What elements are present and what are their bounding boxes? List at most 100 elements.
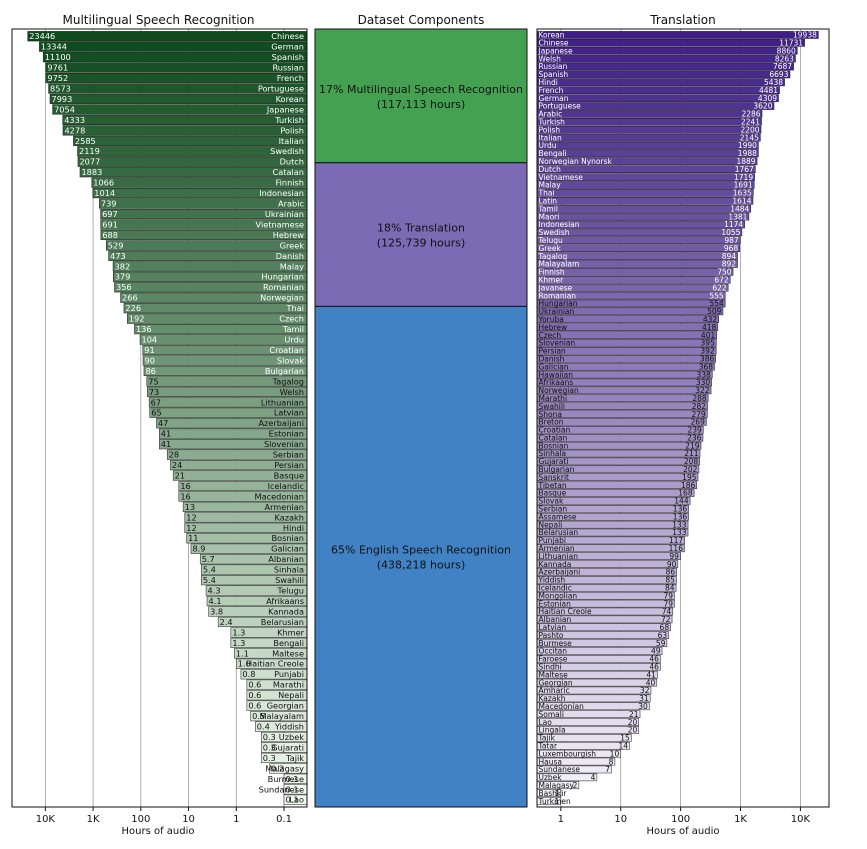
asr-value-label: 473 bbox=[110, 251, 126, 261]
translation-value-label: 136 bbox=[673, 512, 688, 521]
asr-value-label: 688 bbox=[102, 230, 118, 240]
translation-category-label: Ukrainian bbox=[539, 307, 575, 316]
translation-tick-label: 100 bbox=[671, 814, 690, 825]
translation-category-label: Faroese bbox=[539, 655, 568, 664]
asr-value-label: 65 bbox=[151, 408, 161, 418]
translation-bar bbox=[536, 204, 752, 213]
translation-category-label: Telugu bbox=[538, 236, 564, 245]
asr-category-label: Macedonian bbox=[255, 491, 305, 501]
translation-value-label: 6693 bbox=[769, 70, 788, 79]
asr-value-label: 41 bbox=[161, 439, 171, 449]
asr-value-label: 4278 bbox=[64, 125, 85, 135]
translation-value-label: 288 bbox=[692, 394, 707, 403]
asr-panel-title: Multilingual Speech Recognition bbox=[62, 13, 254, 27]
translation-value-label: 84 bbox=[665, 584, 675, 593]
component-hours: (438,218 hours) bbox=[377, 559, 466, 572]
translation-category-label: Malayalam bbox=[539, 260, 580, 269]
asr-category-label: Turkish bbox=[274, 115, 304, 125]
translation-value-label: 90 bbox=[667, 560, 677, 569]
translation-category-label: Belarusian bbox=[539, 528, 579, 537]
translation-value-label: 10 bbox=[610, 749, 620, 758]
asr-value-label: 0.3 bbox=[263, 732, 276, 742]
asr-value-label: 0.3 bbox=[263, 753, 276, 763]
translation-value-label: 554 bbox=[709, 299, 724, 308]
translation-value-label: 20 bbox=[628, 726, 638, 735]
asr-category-label: Indonesian bbox=[259, 188, 304, 198]
asr-bar bbox=[39, 41, 308, 52]
asr-category-label: Lithuanian bbox=[261, 397, 304, 407]
asr-value-label: 67 bbox=[151, 397, 161, 407]
translation-category-label: Marathi bbox=[539, 394, 568, 403]
asr-value-label: 1066 bbox=[93, 178, 114, 188]
asr-value-label: 11100 bbox=[45, 52, 71, 62]
asr-bar bbox=[123, 303, 308, 314]
asr-tick-label: 10 bbox=[182, 814, 195, 825]
asr-category-label: Icelandic bbox=[268, 481, 304, 491]
component-hours: (125,739 hours) bbox=[377, 237, 466, 250]
translation-category-label: Somali bbox=[539, 710, 564, 719]
translation-category-label: Arabic bbox=[539, 110, 563, 119]
asr-bar bbox=[62, 125, 308, 136]
translation-category-label: Khmer bbox=[539, 275, 565, 284]
translation-category-label: Tajik bbox=[538, 734, 556, 743]
asr-value-label: 1.1 bbox=[236, 648, 249, 658]
asr-category-label: Marathi bbox=[273, 680, 304, 690]
asr-x-axis-label: Hours of audio bbox=[121, 826, 194, 837]
asr-category-label: Belarusian bbox=[261, 617, 304, 627]
translation-bar bbox=[536, 125, 762, 134]
translation-category-label: Chinese bbox=[539, 39, 569, 48]
translation-value-label: 32 bbox=[640, 686, 650, 695]
translation-value-label: 1988 bbox=[738, 149, 757, 158]
asr-value-label: 529 bbox=[108, 240, 124, 250]
asr-value-label: 23446 bbox=[29, 31, 55, 41]
translation-category-label: Norwegian bbox=[539, 386, 579, 395]
asr-value-label: 8.9 bbox=[192, 544, 205, 554]
translation-bar bbox=[536, 181, 755, 189]
asr-category-label: Tagalog bbox=[272, 376, 304, 386]
asr-value-label: 4.3 bbox=[208, 586, 221, 596]
translation-value-label: 219 bbox=[685, 441, 700, 450]
asr-value-label: 75 bbox=[148, 376, 158, 386]
translation-category-label: Malagasy bbox=[539, 781, 575, 790]
asr-category-label: Lao bbox=[289, 795, 304, 805]
translation-category-label: Basque bbox=[539, 489, 567, 498]
translation-value-label: 86 bbox=[666, 568, 676, 577]
translation-bar bbox=[536, 70, 791, 79]
translation-category-label: Thai bbox=[538, 189, 555, 198]
translation-bar bbox=[536, 189, 754, 197]
translation-category-label: Swedish bbox=[539, 228, 570, 237]
asr-category-label: Swahili bbox=[275, 575, 304, 585]
translation-category-label: Japanese bbox=[538, 46, 573, 55]
asr-category-label: Malagasy bbox=[265, 763, 304, 773]
asr-category-label: French bbox=[277, 73, 304, 83]
asr-value-label: 0.8 bbox=[242, 669, 255, 679]
asr-value-label: 3.8 bbox=[210, 606, 223, 616]
translation-value-label: 19938 bbox=[793, 31, 817, 40]
translation-category-label: Kannada bbox=[539, 560, 572, 569]
asr-category-label: Catalan bbox=[273, 167, 304, 177]
translation-value-label: 395 bbox=[701, 339, 716, 348]
translation-value-label: 386 bbox=[700, 354, 715, 363]
translation-value-label: 392 bbox=[700, 347, 715, 356]
asr-category-label: Nepali bbox=[278, 690, 304, 700]
translation-value-label: 8 bbox=[609, 757, 614, 766]
asr-category-label: Haitian Creole bbox=[246, 659, 304, 669]
asr-category-label: Georgian bbox=[267, 701, 304, 711]
translation-value-label: 892 bbox=[722, 260, 737, 269]
asr-value-label: 24 bbox=[172, 460, 182, 470]
translation-category-label: Hungarian bbox=[539, 299, 578, 308]
asr-value-label: 266 bbox=[122, 293, 138, 303]
translation-value-label: 1635 bbox=[733, 189, 752, 198]
translation-category-label: Uzbek bbox=[539, 773, 563, 782]
asr-category-label: Bengali bbox=[273, 638, 304, 648]
asr-bar bbox=[139, 334, 308, 345]
asr-category-label: Thai bbox=[286, 303, 304, 313]
asr-value-label: 691 bbox=[102, 219, 118, 229]
asr-category-label: Urdu bbox=[284, 335, 304, 345]
translation-category-label: Persian bbox=[539, 347, 567, 356]
components-frame bbox=[314, 28, 528, 808]
translation-value-label: 1055 bbox=[721, 228, 740, 237]
translation-category-label: Nepali bbox=[539, 520, 563, 529]
asr-category-label: Arabic bbox=[278, 199, 304, 209]
asr-category-label: Czech bbox=[279, 314, 304, 324]
